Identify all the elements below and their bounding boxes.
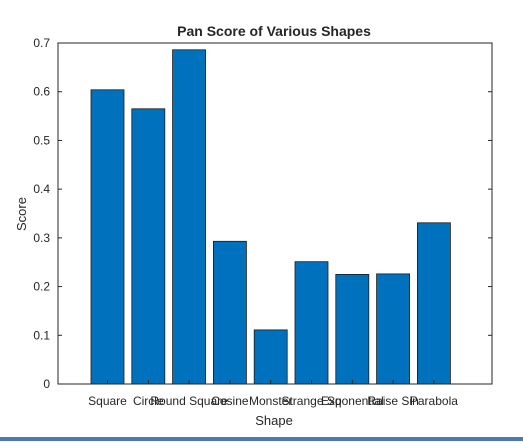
bar-0: [90, 89, 125, 385]
bar-7: [376, 273, 411, 385]
bar-6: [335, 273, 370, 385]
bar-2: [172, 49, 207, 385]
plot-area-frame: [57, 42, 493, 385]
y-tick-label-1: 0.1: [33, 328, 50, 342]
y-tick-label-6: 0.6: [33, 85, 50, 99]
x-tick-label-3: Cosine: [211, 394, 249, 408]
y-tick-label-2: 0.2: [33, 280, 50, 294]
bars-group: [90, 49, 451, 385]
y-tick-label-5: 0.5: [33, 133, 50, 147]
x-axis-label: Shape: [255, 413, 293, 428]
bottom-border: [0, 437, 523, 441]
x-tick-label-7: Raise Sin: [367, 394, 418, 408]
bar-5: [294, 261, 329, 385]
x-tick-label-6: Exponential: [321, 394, 384, 408]
x-tick-label-0: Square: [88, 394, 127, 408]
bar-1: [131, 108, 166, 385]
bar-8: [416, 222, 451, 385]
x-tick-label-4: Monster: [249, 394, 292, 408]
x-tick-label-1: Circle: [133, 394, 164, 408]
y-axis-label: Score: [14, 197, 29, 231]
y-tick-label-7: 0.7: [33, 36, 50, 50]
x-tick-label-8: Parabola: [410, 394, 458, 408]
y-tick-label-3: 0.3: [33, 231, 50, 245]
y-axis-ticks: 0 0.1 0.2 0.3 0.4 0.5 0.6 0.7: [33, 36, 492, 391]
bar-4: [253, 329, 288, 385]
bar-3: [212, 240, 247, 385]
x-tick-label-5: Strange Sq: [281, 394, 341, 408]
y-tick-label-0: 0: [43, 377, 50, 391]
x-tick-label-2: Round Square: [150, 394, 228, 408]
y-tick-label-4: 0.4: [33, 182, 50, 196]
chart-title: Pan Score of Various Shapes: [177, 23, 371, 39]
